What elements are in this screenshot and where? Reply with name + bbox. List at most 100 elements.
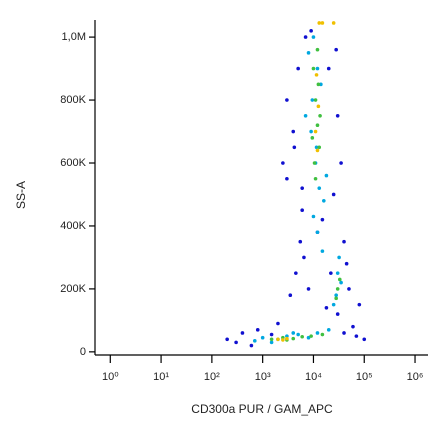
point	[298, 239, 303, 244]
point	[306, 51, 311, 55]
point	[319, 82, 323, 87]
y-tick-label: 800K	[60, 94, 86, 106]
point	[292, 145, 297, 150]
point	[303, 113, 308, 118]
point	[326, 66, 331, 71]
point	[317, 145, 322, 150]
point	[313, 98, 318, 102]
point	[281, 338, 285, 342]
point	[317, 21, 322, 25]
point	[326, 328, 331, 332]
point	[342, 239, 346, 244]
point	[354, 334, 359, 338]
y-axis-label: SS-A	[14, 181, 28, 209]
point	[337, 255, 341, 260]
point	[312, 161, 317, 165]
point	[285, 334, 289, 338]
point	[316, 82, 321, 87]
point	[252, 339, 257, 343]
point	[306, 287, 311, 291]
point	[296, 66, 300, 71]
point	[291, 336, 296, 341]
point	[302, 255, 306, 260]
point	[315, 47, 320, 52]
point	[303, 35, 308, 39]
point	[324, 173, 329, 178]
point	[315, 148, 320, 153]
y-tick-label: 400K	[60, 220, 86, 232]
point	[362, 337, 367, 342]
point	[234, 340, 238, 345]
point	[291, 129, 296, 134]
point	[339, 161, 343, 165]
point	[240, 331, 245, 335]
point	[296, 332, 300, 337]
point	[276, 337, 280, 342]
point	[320, 217, 325, 222]
point	[337, 277, 342, 282]
point	[320, 332, 325, 337]
point	[276, 321, 280, 326]
point	[335, 287, 340, 291]
x-tick-label: 10⁰	[102, 371, 119, 383]
point	[335, 271, 340, 275]
point	[335, 113, 340, 118]
y-tick-label: 1,0M	[62, 31, 86, 43]
x-tick-label: 10⁵	[356, 371, 373, 383]
point	[329, 271, 333, 275]
point	[315, 331, 320, 335]
point	[314, 145, 319, 150]
point	[311, 66, 316, 71]
point	[351, 324, 355, 329]
point	[315, 230, 320, 235]
point	[249, 343, 254, 348]
point	[310, 98, 315, 102]
point	[225, 337, 229, 342]
point	[342, 331, 346, 335]
point	[288, 293, 293, 297]
point	[339, 280, 343, 285]
point	[331, 21, 336, 25]
point	[317, 186, 322, 190]
point	[344, 261, 349, 266]
point	[310, 136, 315, 140]
point	[320, 249, 325, 253]
point	[357, 302, 362, 307]
point	[309, 334, 313, 338]
point	[285, 176, 289, 181]
point	[315, 123, 320, 128]
point	[255, 328, 260, 332]
point	[334, 47, 338, 52]
y-tick-label: 0	[80, 346, 86, 358]
point	[320, 21, 325, 25]
point	[281, 161, 285, 165]
point	[335, 312, 340, 316]
x-tick-label: 10¹	[153, 371, 169, 383]
point	[260, 335, 265, 340]
point	[313, 176, 318, 181]
point	[300, 208, 304, 213]
point	[318, 113, 322, 118]
point	[331, 302, 336, 307]
y-tick-label: 600K	[60, 157, 86, 169]
x-tick-label: 10⁶	[407, 371, 424, 383]
point	[269, 332, 274, 337]
point	[291, 331, 296, 335]
x-tick-label: 10²	[204, 371, 220, 383]
point	[313, 129, 318, 134]
point	[311, 214, 316, 219]
point	[315, 66, 320, 71]
point	[294, 271, 298, 275]
x-tick-label: 10⁴	[305, 371, 322, 383]
point	[324, 305, 329, 310]
point	[347, 287, 351, 291]
point	[306, 335, 311, 340]
point	[269, 337, 274, 342]
point	[285, 336, 289, 341]
x-tick-label: 10³	[255, 371, 271, 383]
point	[285, 98, 289, 102]
point	[334, 293, 338, 297]
point	[300, 334, 304, 339]
